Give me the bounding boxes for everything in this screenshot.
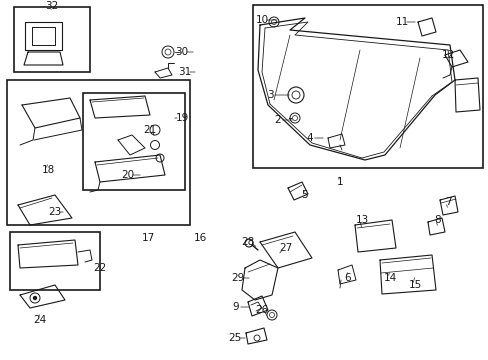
Text: 17: 17 — [141, 233, 154, 243]
Text: 3: 3 — [266, 90, 273, 100]
Text: 30: 30 — [175, 47, 188, 57]
Text: 27: 27 — [279, 243, 292, 253]
Circle shape — [34, 297, 37, 300]
Text: 18: 18 — [41, 165, 55, 175]
Text: 14: 14 — [383, 273, 396, 283]
Text: 19: 19 — [175, 113, 188, 123]
Text: 29: 29 — [231, 273, 244, 283]
Text: 21: 21 — [143, 125, 156, 135]
Text: 31: 31 — [178, 67, 191, 77]
Text: 26: 26 — [255, 305, 268, 315]
Text: 16: 16 — [193, 233, 206, 243]
Text: 6: 6 — [344, 273, 350, 283]
Text: 4: 4 — [306, 133, 313, 143]
Text: 11: 11 — [395, 17, 408, 27]
Text: 8: 8 — [434, 215, 440, 225]
Text: 12: 12 — [441, 50, 454, 60]
Text: 24: 24 — [33, 315, 46, 325]
Text: 25: 25 — [228, 333, 241, 343]
Text: 15: 15 — [407, 280, 421, 290]
Bar — [83, 93, 184, 190]
Text: 2: 2 — [274, 115, 281, 125]
Bar — [14, 7, 90, 72]
Text: 22: 22 — [93, 263, 106, 273]
Bar — [7, 80, 190, 225]
Text: 23: 23 — [48, 207, 61, 217]
Text: 20: 20 — [121, 170, 134, 180]
Text: 10: 10 — [255, 15, 268, 25]
Text: 32: 32 — [45, 1, 59, 11]
Text: 9: 9 — [232, 302, 239, 312]
Bar — [252, 5, 482, 168]
Text: 28: 28 — [241, 237, 254, 247]
Text: 5: 5 — [301, 190, 307, 200]
Text: 7: 7 — [444, 197, 450, 207]
Bar — [10, 232, 100, 290]
Text: 1: 1 — [336, 177, 343, 187]
Text: 13: 13 — [355, 215, 368, 225]
